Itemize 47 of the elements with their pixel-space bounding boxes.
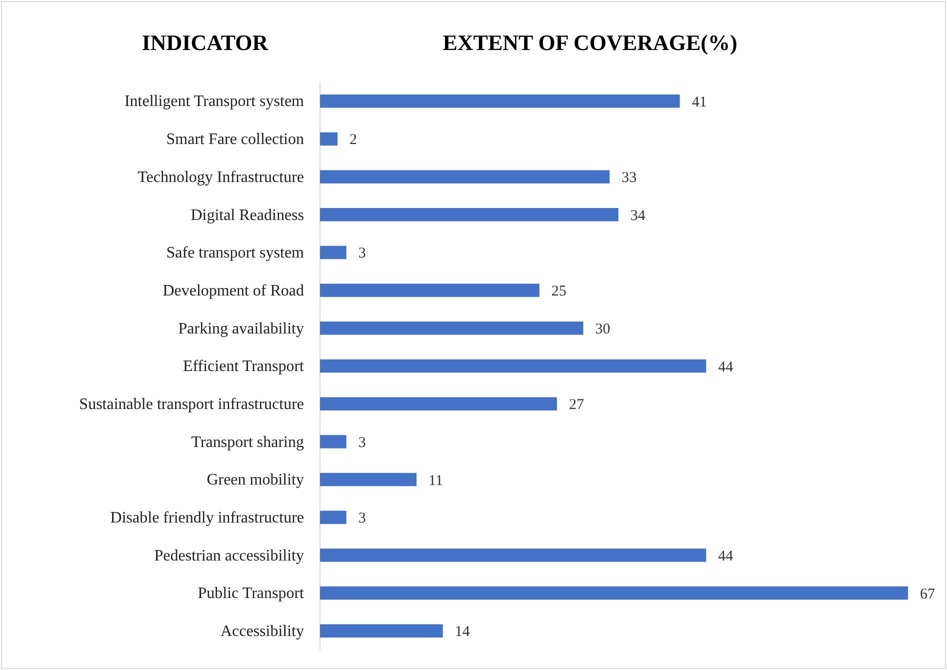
data-label: 2 xyxy=(350,132,358,148)
data-label: 14 xyxy=(454,624,470,640)
y-tick-label: Development of Road xyxy=(162,282,304,300)
bar xyxy=(320,548,706,562)
y-tick-label: Accessibility xyxy=(220,623,304,640)
y-tick-label: Digital Readiness xyxy=(190,206,304,224)
data-label: 27 xyxy=(568,397,584,414)
bar xyxy=(320,246,346,260)
bar xyxy=(320,208,618,222)
bar xyxy=(320,94,680,108)
bar xyxy=(320,586,908,600)
y-axis-title: INDICATOR xyxy=(142,30,270,55)
y-tick-label: Smart Fare collection xyxy=(166,131,304,148)
y-tick-label: Green mobility xyxy=(206,472,304,489)
y-tick-label: Disable friendly infrastructure xyxy=(110,509,304,526)
bar xyxy=(320,624,443,638)
data-label: 3 xyxy=(358,434,366,451)
y-tick-label: Parking availability xyxy=(178,320,304,338)
bar xyxy=(320,435,346,448)
data-label: 30 xyxy=(595,321,610,338)
y-tick-label: Efficient Transport xyxy=(182,358,305,376)
bar xyxy=(320,284,540,297)
bar xyxy=(320,510,346,524)
chart-title: EXTENT OF COVERAGE(%) xyxy=(442,30,738,55)
bar xyxy=(320,472,417,486)
bar xyxy=(320,132,338,146)
y-tick-label: Sustainable transport infrastructure xyxy=(79,396,304,413)
data-label: 3 xyxy=(358,510,366,527)
data-label: 11 xyxy=(428,472,443,489)
y-tick-label: Intelligent Transport system xyxy=(124,93,305,110)
bar xyxy=(320,397,557,410)
y-tick-label: Safe transport system xyxy=(166,244,305,262)
bar xyxy=(320,322,584,335)
y-tick-label: Public Transport xyxy=(198,585,305,602)
y-tick-label: Transport sharing xyxy=(191,434,304,451)
bar xyxy=(320,359,706,373)
y-tick-label: Technology Infrastructure xyxy=(138,168,304,186)
data-label: 33 xyxy=(622,170,637,186)
data-label: 34 xyxy=(630,208,646,224)
data-label: 44 xyxy=(718,359,734,376)
y-tick-label: Pedestrian accessibility xyxy=(154,547,304,564)
data-label: 44 xyxy=(718,548,734,564)
bar xyxy=(320,170,610,184)
data-label: 41 xyxy=(692,94,707,110)
data-label: 67 xyxy=(920,586,936,602)
data-label: 3 xyxy=(358,246,366,262)
data-label: 25 xyxy=(551,284,566,300)
